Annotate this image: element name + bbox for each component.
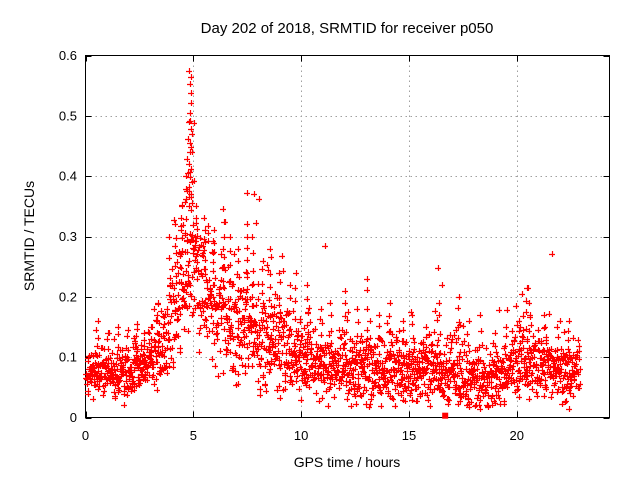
chart-title: Day 202 of 2018, SRMTID for receiver p05… [201,20,494,37]
y-axis-label: SRMTID / TECUs [21,181,37,291]
y-tick-label: 0.6 [59,48,77,63]
outlier-square-marker [442,412,449,419]
x-axis-label: GPS time / hours [294,454,401,470]
x-tick-label: 0 [82,428,89,443]
y-tick-label: 0.5 [59,108,77,123]
srmtid-data-points [83,68,583,412]
grid [85,55,610,418]
ticks [85,55,610,419]
y-tick-label: 0.2 [59,289,77,304]
plot-border [85,55,610,418]
data-points-layer [83,68,583,419]
y-tick-label: 0.1 [59,350,77,365]
x-tick-label: 5 [190,428,197,443]
y-tick-label: 0 [70,410,77,425]
axis-tick-labels: 0 5 10 15 20 0 0.1 0.2 0.3 0.4 0.5 0.6 [59,48,524,443]
y-tick-label: 0.3 [59,229,77,244]
x-tick-label: 15 [402,428,416,443]
x-tick-label: 10 [294,428,308,443]
x-tick-label: 20 [510,428,524,443]
y-tick-label: 0.4 [59,169,77,184]
